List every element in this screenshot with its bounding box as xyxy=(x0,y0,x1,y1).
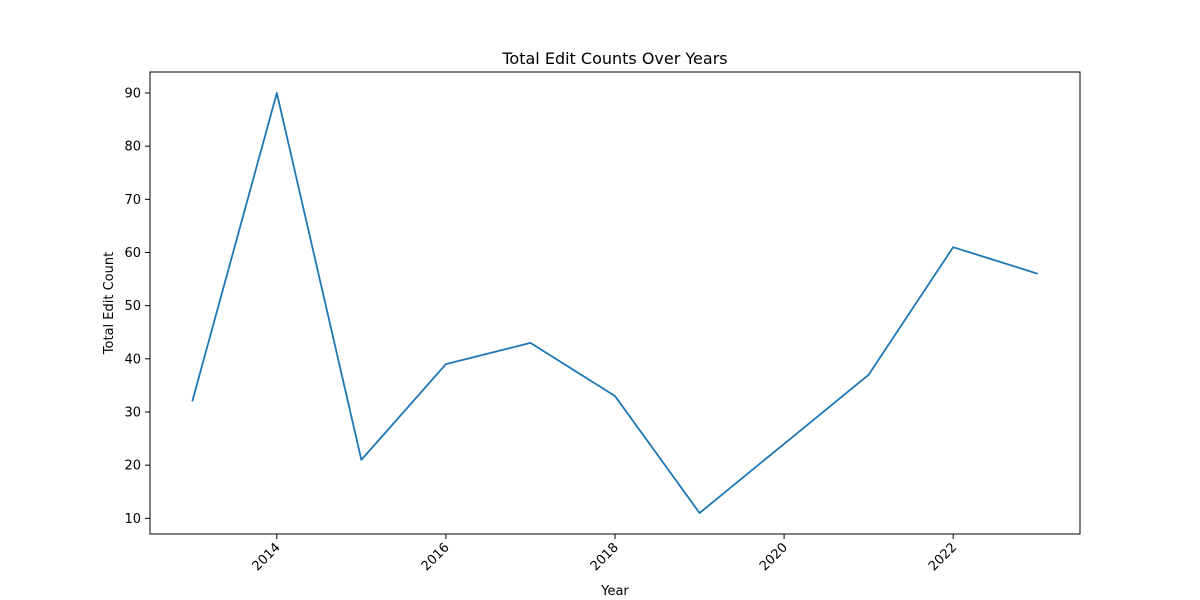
y-axis: 10 20 30 40 50 60 70 80 90 xyxy=(124,87,150,527)
y-tick-label-90: 90 xyxy=(124,87,141,102)
y-tick-label-50: 50 xyxy=(124,299,141,314)
data-layer xyxy=(191,92,1038,514)
series-line-0 xyxy=(191,92,1038,514)
y-tick-label-30: 30 xyxy=(124,405,141,420)
y-tick-label-60: 60 xyxy=(124,246,141,261)
y-tick-label-40: 40 xyxy=(124,352,141,367)
chart-title: Total Edit Counts Over Years xyxy=(501,49,727,68)
x-axis-label: Year xyxy=(600,584,629,599)
y-tick-label-10: 10 xyxy=(124,512,141,527)
y-tick-label-80: 80 xyxy=(124,140,141,155)
y-tick-label-70: 70 xyxy=(124,193,141,208)
y-tick-label-20: 20 xyxy=(124,459,141,474)
y-axis-label: Total Edit Count xyxy=(102,252,117,355)
